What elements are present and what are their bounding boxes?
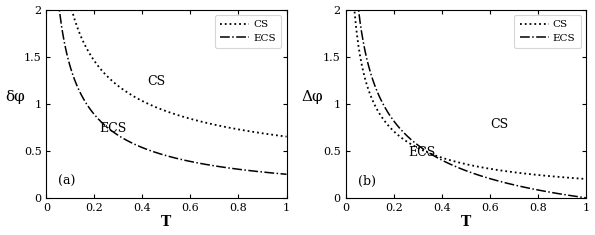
- Y-axis label: Δφ: Δφ: [301, 90, 323, 104]
- ECS: [276, 172, 283, 175]
- Legend: CS, ECS: CS, ECS: [514, 15, 581, 48]
- ECS: [343, 8, 350, 11]
- CS: [160, 109, 167, 112]
- CS: [56, 8, 63, 11]
- CS: [276, 134, 283, 137]
- CS: [575, 177, 583, 180]
- Y-axis label: δφ: δφ: [5, 90, 26, 104]
- ECS: [356, 13, 363, 16]
- X-axis label: T: T: [161, 215, 171, 229]
- ECS: [575, 196, 583, 198]
- ECS: [583, 196, 590, 199]
- ECS: [276, 172, 283, 175]
- CS: [343, 8, 350, 11]
- X-axis label: T: T: [461, 215, 471, 229]
- Text: ECS: ECS: [408, 146, 436, 159]
- CS: [232, 128, 239, 130]
- ECS: [459, 168, 466, 171]
- CS: [44, 8, 51, 11]
- CS: [459, 162, 466, 165]
- CS: [453, 161, 461, 163]
- ECS: [154, 152, 161, 154]
- Text: (b): (b): [358, 175, 375, 188]
- ECS: [283, 173, 290, 176]
- ECS: [232, 168, 239, 170]
- CS: [575, 177, 583, 180]
- ECS: [44, 8, 51, 11]
- ECS: [575, 195, 583, 198]
- Text: CS: CS: [147, 75, 165, 88]
- Text: ECS: ECS: [99, 122, 127, 135]
- Text: CS: CS: [490, 118, 508, 131]
- Text: (a): (a): [58, 175, 76, 188]
- CS: [283, 135, 290, 138]
- Line: CS: CS: [347, 10, 586, 179]
- CS: [154, 106, 161, 109]
- ECS: [56, 12, 63, 15]
- ECS: [453, 166, 461, 168]
- CS: [531, 173, 538, 176]
- CS: [356, 49, 363, 52]
- CS: [583, 178, 590, 180]
- ECS: [531, 188, 538, 191]
- Line: CS: CS: [48, 10, 287, 137]
- Line: ECS: ECS: [347, 10, 586, 198]
- Line: ECS: ECS: [48, 10, 287, 174]
- ECS: [160, 153, 167, 156]
- CS: [276, 134, 283, 137]
- Legend: CS, ECS: CS, ECS: [215, 15, 281, 48]
